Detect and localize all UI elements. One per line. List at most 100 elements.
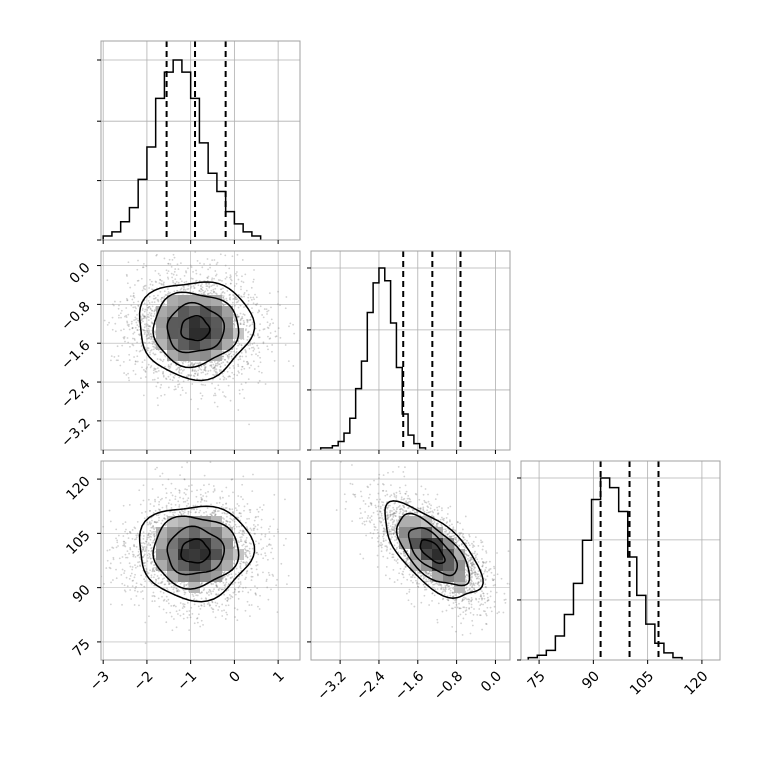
scatter-point: [262, 342, 265, 345]
scatter-point: [142, 394, 145, 397]
scatter-point: [160, 279, 163, 282]
scatter-point: [152, 568, 154, 570]
scatter-point: [162, 284, 165, 286]
scatter-point: [179, 496, 181, 499]
scatter-point: [218, 368, 221, 371]
scatter-point: [270, 551, 272, 554]
scatter-point: [144, 510, 147, 513]
scatter-point: [148, 331, 151, 333]
scatter-point: [275, 335, 278, 338]
scatter-point: [168, 292, 170, 295]
scatter-point: [151, 322, 154, 325]
scatter-point: [243, 505, 246, 508]
scatter-point: [240, 344, 243, 347]
scatter-point: [162, 358, 165, 361]
scatter-point: [120, 316, 122, 319]
scatter-point: [151, 310, 154, 312]
scatter-point: [141, 349, 144, 351]
scatter-point: [121, 582, 124, 585]
scatter-point: [136, 554, 139, 557]
scatter-point: [241, 365, 243, 368]
density-cell: [200, 339, 211, 350]
scatter-point: [158, 577, 160, 579]
scatter-point: [127, 261, 130, 264]
scatter-point: [142, 286, 145, 288]
scatter-point: [254, 592, 257, 595]
scatter-point: [204, 366, 206, 369]
histogram-bin: [103, 236, 112, 240]
scatter-point: [239, 323, 242, 325]
scatter-point: [214, 274, 217, 277]
scatter-point: [220, 369, 222, 372]
scatter-point: [141, 289, 144, 292]
scatter-point: [141, 313, 144, 316]
scatter-point: [133, 526, 136, 529]
scatter-point: [153, 346, 156, 348]
scatter-point: [143, 315, 146, 318]
scatter-point: [233, 545, 236, 548]
scatter-point: [132, 295, 135, 298]
scatter-point: [237, 315, 240, 318]
scatter-point: [198, 280, 201, 282]
scatter-point: [153, 367, 156, 370]
scatter-point: [151, 600, 154, 603]
scatter-point: [199, 273, 202, 276]
scatter-point: [194, 251, 197, 253]
scatter-point: [257, 605, 259, 608]
scatter-point: [203, 291, 206, 294]
scatter-point: [143, 578, 146, 581]
scatter-point: [190, 484, 193, 487]
scatter-point: [250, 567, 253, 570]
scatter-point: [271, 547, 274, 550]
scatter-point: [252, 524, 255, 526]
scatter-point: [212, 367, 215, 370]
scatter-point: [219, 370, 221, 373]
scatter-point: [229, 282, 232, 285]
scatter-point: [200, 368, 203, 371]
scatter-point: [255, 593, 257, 596]
histogram-bin: [637, 595, 646, 660]
scatter-point: [224, 598, 227, 600]
scatter-point: [170, 605, 173, 607]
scatter-point: [252, 280, 255, 283]
hist-param-0-panel: [97, 40, 301, 244]
scatter-point: [136, 565, 139, 568]
scatter-point: [203, 364, 206, 367]
scatter-point: [250, 542, 252, 545]
scatter-point: [254, 303, 257, 306]
scatter-point: [174, 282, 177, 285]
density-cell: [167, 295, 178, 306]
scatter-point: [98, 551, 100, 553]
scatter-point: [154, 498, 156, 501]
scatter-point: [217, 589, 220, 592]
scatter-point: [274, 335, 277, 338]
scatter-point: [252, 360, 255, 363]
scatter-point: [265, 578, 268, 581]
scatter-point: [148, 351, 151, 354]
scatter-point: [149, 557, 152, 560]
scatter-point: [256, 564, 259, 566]
scatter-point: [220, 505, 223, 508]
scatter-point: [153, 313, 156, 315]
scatter-point: [136, 329, 139, 332]
scatter-point: [144, 376, 147, 378]
scatter-point: [206, 292, 209, 295]
scatter-point: [237, 516, 240, 519]
scatter-point: [197, 284, 200, 287]
scatter-point: [138, 560, 141, 563]
scatter-point: [121, 603, 123, 606]
scatter-point: [126, 556, 129, 559]
scatter-point: [237, 278, 240, 281]
scatter-point: [118, 316, 120, 319]
scatter-point: [199, 392, 202, 395]
scatter-point: [149, 307, 152, 310]
scatter-point: [108, 321, 110, 324]
scatter-point: [133, 296, 136, 299]
scatter-point: [233, 319, 236, 322]
scatter-point: [200, 498, 203, 501]
scatter-point: [113, 300, 116, 303]
scatter-point: [182, 589, 185, 592]
scatter-point: [244, 273, 247, 276]
scatter-point: [160, 581, 163, 584]
scatter-point: [176, 613, 179, 615]
